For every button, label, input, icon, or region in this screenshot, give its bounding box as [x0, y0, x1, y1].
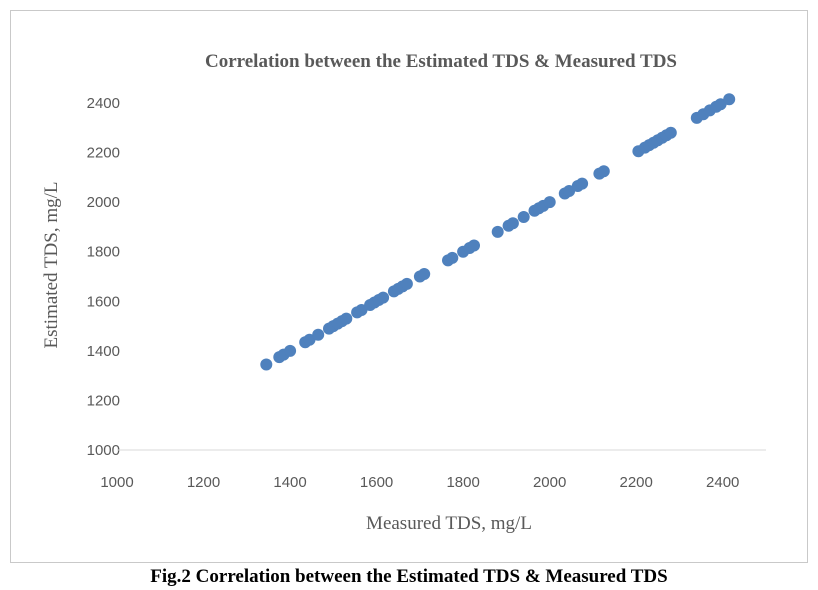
data-point	[597, 165, 610, 178]
x-axis-label: Measured TDS, mg/L	[366, 513, 532, 534]
chart-title: Correlation between the Estimated TDS & …	[205, 51, 677, 72]
data-point	[517, 211, 530, 223]
data-point	[377, 291, 390, 304]
x-tick-label: 1600	[360, 474, 393, 491]
y-tick-label: 1000	[87, 442, 120, 459]
y-axis-label: Estimated TDS, mg/L	[41, 182, 62, 349]
data-point	[303, 333, 316, 346]
data-point	[260, 358, 273, 371]
data-point	[491, 225, 504, 238]
x-tick-label: 2400	[706, 474, 739, 491]
data-point	[312, 328, 325, 341]
data-point	[506, 217, 519, 230]
data-point	[400, 277, 413, 290]
data-point	[468, 239, 480, 252]
data-point	[340, 312, 353, 325]
x-tick-label: 1400	[273, 474, 306, 491]
figure-caption: Fig.2 Correlation between the Estimated …	[150, 566, 668, 587]
data-point	[563, 185, 576, 197]
y-tick-label: 1800	[87, 244, 120, 261]
x-tick-label: 1800	[446, 474, 479, 491]
data-point	[446, 251, 459, 264]
y-tick-label: 1200	[87, 392, 120, 409]
x-tick-label: 2200	[620, 474, 653, 491]
y-tick-label: 1600	[87, 293, 120, 310]
data-point	[723, 93, 736, 106]
data-point	[576, 177, 589, 190]
y-tick-label: 1400	[87, 343, 120, 360]
x-tick-label: 2000	[533, 474, 566, 491]
data-point	[543, 196, 556, 209]
y-tick-label: 2000	[87, 194, 120, 211]
y-tick-label: 2200	[87, 145, 120, 162]
data-point	[284, 344, 297, 357]
x-tick-label: 1000	[100, 474, 133, 491]
data-point	[418, 268, 431, 280]
x-tick-label: 1200	[187, 474, 220, 491]
y-tick-label: 2400	[87, 95, 120, 112]
data-points	[260, 93, 736, 371]
data-point	[664, 126, 677, 139]
y-axis-ticks: 1000 1200 1400 1600 1800 2000 2200 2400	[87, 95, 120, 459]
x-axis-ticks: 1000 1200 1400 1600 1800 2000 2200 2400	[100, 474, 739, 491]
